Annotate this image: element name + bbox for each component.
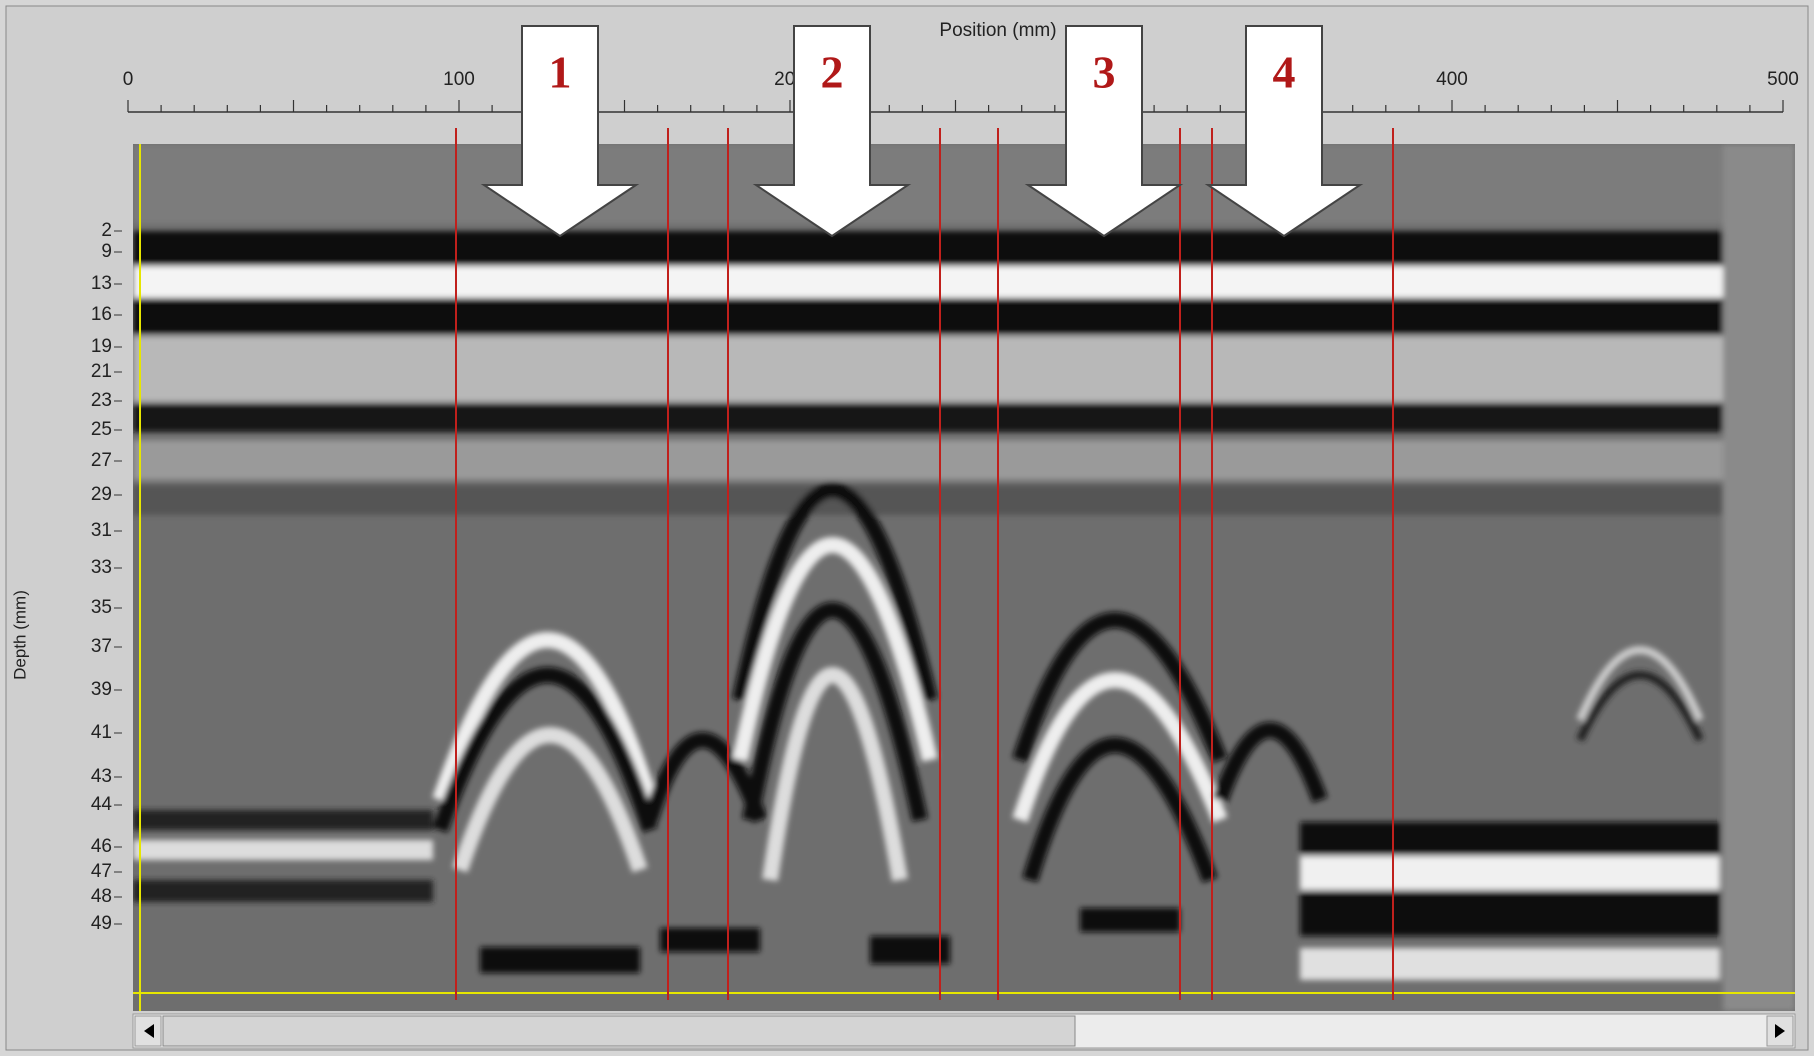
arrow-number: 3 [1093,47,1116,98]
depth-label: 21 [91,361,112,382]
radar-image [133,144,1795,1011]
x-tick-label: 500 [1767,69,1799,90]
x-tick-label: 0 [123,69,134,90]
depth-label: 16 [91,304,112,325]
depth-label: 9 [101,241,112,262]
arrow-number: 4 [1273,47,1296,98]
arrow-number: 1 [549,47,572,98]
x-tick-label: 400 [1436,69,1468,90]
depth-label: 48 [91,886,112,907]
depth-label: 19 [91,336,112,357]
depth-label: 2 [101,220,112,241]
depth-label: 37 [91,636,112,657]
depth-label: 49 [91,913,112,934]
depth-label: 46 [91,836,112,857]
depth-label: 27 [91,450,112,471]
arrow-number: 2 [821,47,844,98]
x-axis-title: Position (mm) [939,20,1056,41]
radargram-window: Position (mm) 0100200400500 [0,0,1814,1056]
depth-label: 35 [91,597,112,618]
y-axis-title: Depth (mm) [10,590,29,680]
scroll-thumb[interactable] [163,1016,1075,1046]
x-tick-label: 100 [443,69,475,90]
depth-label: 47 [91,861,112,882]
depth-label: 33 [91,557,112,578]
depth-label: 43 [91,766,112,787]
depth-label: 29 [91,484,112,505]
depth-label: 39 [91,679,112,700]
depth-label: 25 [91,419,112,440]
depth-label: 41 [91,722,112,743]
depth-label: 13 [91,273,112,294]
depth-label: 31 [91,520,112,541]
depth-label: 23 [91,390,112,411]
depth-label: 44 [91,794,113,815]
